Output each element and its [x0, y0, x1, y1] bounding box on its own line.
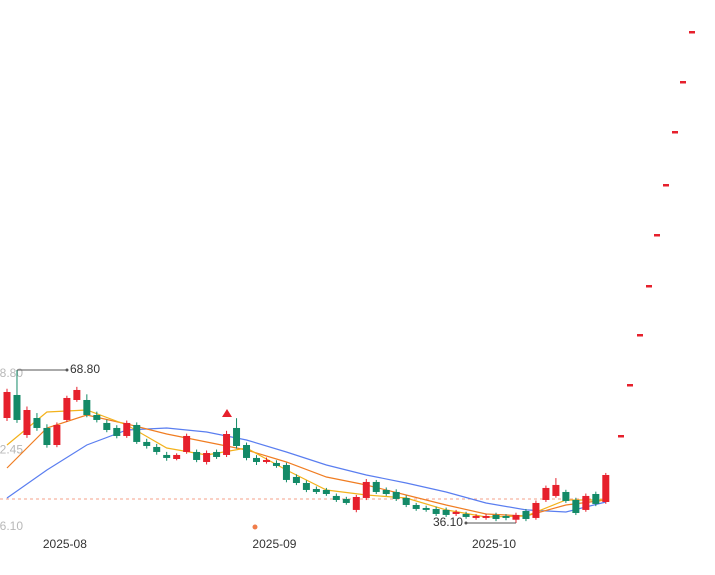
- candle-body: [312, 488, 320, 492]
- candle-body: [93, 415, 101, 420]
- candle-body: [253, 457, 260, 462]
- candle-body: [153, 446, 161, 452]
- candle-body: [143, 441, 151, 446]
- y-tick-label: 36.10: [0, 519, 23, 533]
- candle-body: [442, 509, 450, 515]
- candle-body: [412, 504, 420, 509]
- candle-body: [592, 493, 600, 504]
- candle-body: [322, 489, 330, 494]
- x-tick-label: 2025-08: [43, 537, 87, 551]
- candle-body: [33, 418, 41, 428]
- candle-body: [402, 497, 410, 505]
- candle-body: [223, 434, 231, 455]
- x-tick-label: 2025-09: [252, 537, 296, 551]
- candle-body: [482, 515, 490, 518]
- candle-body: [183, 435, 191, 452]
- candle-body: [193, 451, 201, 460]
- candle-body: [43, 427, 51, 446]
- candle-body: [372, 481, 380, 492]
- candle-body: [552, 484, 560, 496]
- candle-body: [103, 422, 111, 430]
- candle-body: [302, 482, 310, 490]
- annotation-dot: [65, 368, 69, 372]
- candle-body: [203, 453, 211, 462]
- annotation-label: 68.80: [70, 362, 100, 376]
- candle-body: [292, 476, 300, 483]
- candle-body: [262, 459, 270, 462]
- candle-body: [572, 499, 580, 513]
- candle-body: [213, 451, 221, 457]
- candle-body: [342, 498, 350, 503]
- candle-body: [542, 487, 550, 500]
- candle-body: [53, 424, 61, 446]
- candle-body: [472, 515, 480, 518]
- candle-body: [272, 462, 280, 466]
- y-tick-label: 52.45: [0, 443, 23, 457]
- candle-body: [73, 389, 81, 400]
- candle-body: [133, 424, 141, 442]
- candle-body: [23, 410, 31, 435]
- signal-marker: [222, 409, 232, 417]
- candle-body: [123, 422, 131, 436]
- candle-body: [562, 491, 570, 501]
- candle-body: [602, 474, 610, 502]
- candle-body: [113, 427, 121, 436]
- candle-body: [452, 511, 460, 514]
- candle-body: [13, 394, 21, 420]
- candle-body: [362, 481, 370, 498]
- event-dot: [252, 524, 258, 530]
- candle-body: [512, 514, 520, 520]
- y-tick-label: 68.80: [0, 366, 23, 380]
- candle-body: [462, 513, 470, 517]
- candle-body: [582, 495, 590, 510]
- moving-average: [6, 427, 606, 513]
- candle-body: [522, 510, 530, 519]
- candle-body: [243, 445, 251, 458]
- candle-body: [532, 502, 540, 518]
- candle-body: [233, 427, 241, 446]
- x-tick-label: 2025-10: [472, 537, 516, 551]
- candle-body: [173, 454, 181, 459]
- candle-body: [63, 397, 71, 420]
- candle-body: [332, 495, 340, 500]
- candle-body: [163, 454, 171, 458]
- annotation-label: 36.10: [433, 515, 463, 529]
- annotation-dot: [464, 521, 468, 525]
- candle-body: [422, 507, 430, 510]
- candle-body: [502, 515, 510, 518]
- candle-body: [83, 399, 91, 416]
- candle-body: [432, 508, 440, 514]
- candle-body: [492, 514, 500, 519]
- candle-body: [382, 489, 390, 494]
- candle-body: [282, 464, 290, 480]
- candle-body: [3, 391, 11, 419]
- candle-body: [392, 491, 400, 499]
- scale-dashes: [618, 31, 695, 438]
- candle-body: [352, 496, 360, 510]
